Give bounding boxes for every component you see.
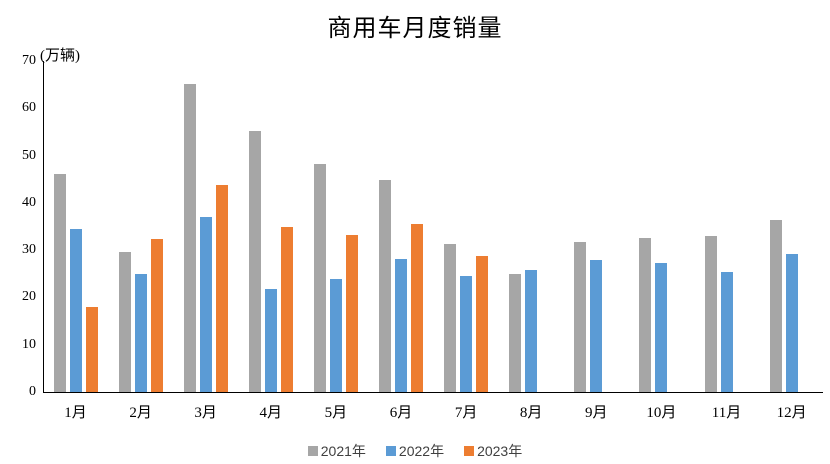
bar-2022年-7月: [460, 276, 473, 392]
legend-item-2022年: 2022年: [385, 441, 445, 461]
bar-2021年-11月: [704, 235, 717, 392]
legend-item-2021年: 2021年: [307, 441, 366, 461]
x-axis-tick-label: 12月: [776, 405, 807, 421]
x-axis-tick-label: 9月: [585, 405, 608, 421]
y-axis-tick-label: 30: [22, 242, 36, 258]
x-axis-tick-label: 7月: [454, 405, 478, 421]
bar-2021年-10月: [639, 237, 652, 392]
bar-2021年-7月: [444, 243, 457, 392]
bar-2022年-5月: [329, 278, 342, 392]
bar-2021年-6月: [379, 180, 391, 392]
x-axis: [43, 392, 823, 393]
x-axis-tick-label: 11月: [711, 405, 742, 421]
legend-marker-icon: [464, 446, 475, 456]
y-axis-tick-label: 10: [22, 336, 36, 352]
y-axis-tick-label: 0: [29, 384, 36, 399]
y-axis: [43, 61, 44, 392]
bar-2023年-6月: [411, 224, 423, 392]
chart-title: 商用车月度销量: [327, 16, 503, 42]
bar-2021年-8月: [509, 274, 522, 392]
chart-legend: 2021年 2022年 2023年: [0, 441, 830, 461]
bar-2022年-9月: [590, 260, 603, 392]
x-axis-tick-label: 5月: [324, 405, 348, 421]
x-axis-tick-label: 6月: [389, 405, 413, 421]
bar-2022年-1月: [69, 228, 82, 392]
legend-item-2023年: 2023年: [464, 441, 522, 461]
legend-marker-icon: [385, 446, 396, 456]
y-axis-tick-label: 40: [22, 194, 36, 210]
legend-marker-icon: [307, 446, 318, 456]
y-axis-tick-label: 20: [22, 289, 36, 305]
bar-2021年-3月: [183, 83, 196, 392]
x-axis-tick-label: 8月: [519, 405, 543, 421]
x-axis-tick-label: 4月: [259, 405, 283, 421]
legend-label: 2021年: [320, 443, 366, 459]
y-axis-tick-label: 70: [22, 53, 36, 68]
bar-2023年-7月: [476, 255, 489, 392]
bar-2022年-6月: [395, 259, 407, 392]
bar-2021年-12月: [769, 219, 782, 392]
bar-2022年-12月: [785, 254, 798, 392]
y-axis-unit-label: (万辆): [40, 48, 80, 64]
bar-2023年-4月: [280, 226, 293, 392]
bar-2021年-2月: [118, 251, 131, 392]
bar-2022年-4月: [264, 288, 277, 392]
bar-2023年-3月: [215, 185, 228, 392]
bar-2022年-2月: [134, 273, 147, 392]
bar-2021年-9月: [574, 241, 587, 392]
bar-2021年-4月: [248, 131, 261, 392]
x-axis-tick-label: 10月: [646, 405, 677, 421]
bar-2023年-5月: [345, 235, 358, 392]
bar-2023年-2月: [150, 238, 163, 392]
legend-label: 2022年: [398, 443, 445, 459]
bar-2022年-11月: [720, 271, 733, 392]
bar-2021年-1月: [53, 174, 66, 392]
bar-2023年-1月: [85, 306, 98, 392]
bar-2022年-10月: [655, 263, 668, 392]
x-axis-tick-label: 1月: [64, 405, 87, 421]
bar-2022年-3月: [199, 217, 212, 392]
legend-label: 2023年: [477, 443, 523, 459]
y-axis-tick-label: 60: [22, 100, 36, 116]
bar-2022年-8月: [525, 270, 538, 392]
x-axis-tick-label: 3月: [194, 405, 217, 421]
x-axis-tick-label: 2月: [129, 405, 152, 421]
y-axis-tick-label: 50: [22, 147, 36, 163]
bar-2021年-5月: [313, 164, 326, 392]
